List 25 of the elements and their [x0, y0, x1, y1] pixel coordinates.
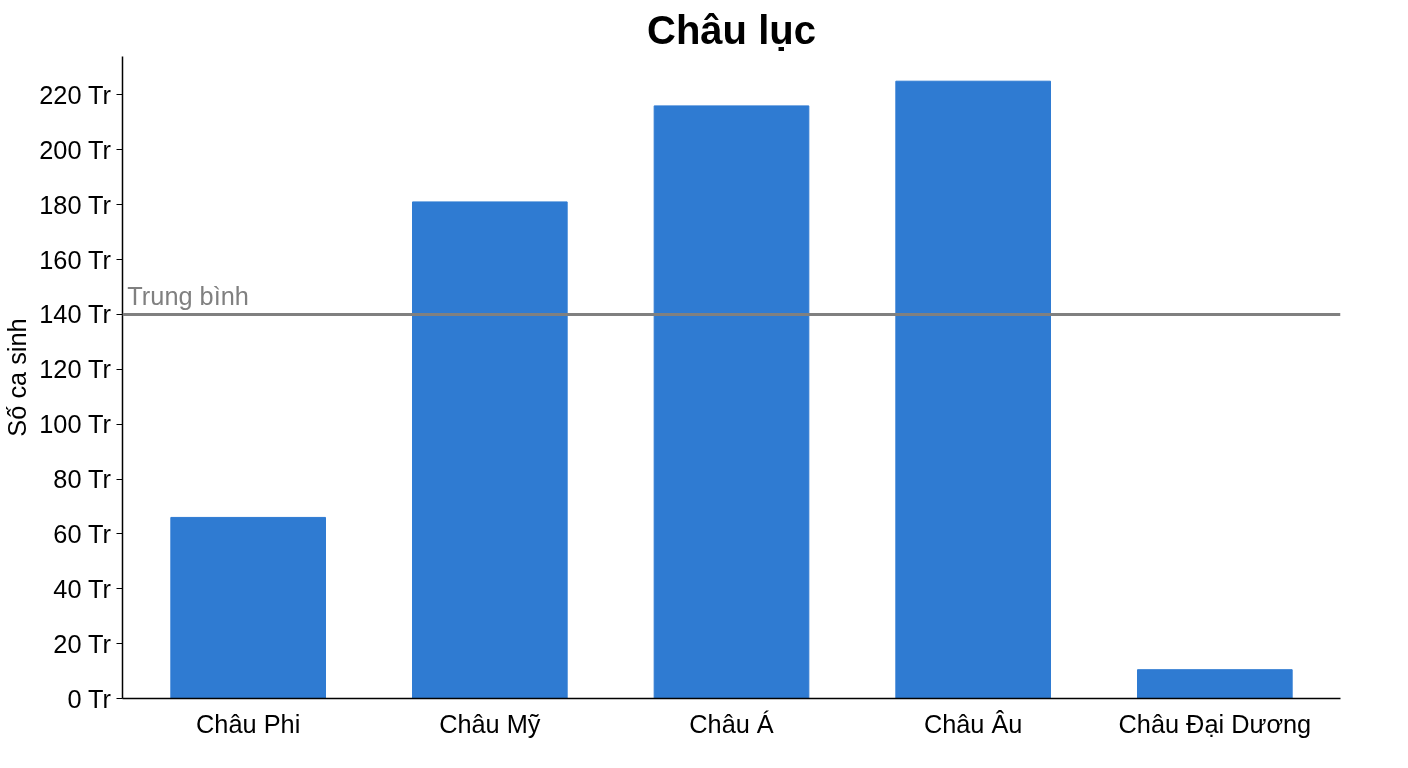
y-tick-label: 160 Tr	[39, 245, 112, 274]
x-tick-label: Châu Phi	[196, 709, 301, 738]
y-tick-label: 20 Tr	[53, 629, 112, 658]
y-tick-label: 140 Tr	[39, 300, 112, 329]
x-tick-label: Châu Đại Dương	[1118, 709, 1312, 738]
bar	[170, 516, 326, 699]
x-tick-label: Châu Á	[689, 709, 774, 738]
y-tick-label: 100 Tr	[39, 410, 112, 439]
y-tick-label: 80 Tr	[53, 465, 112, 494]
y-tick-label: 60 Tr	[53, 519, 112, 548]
y-axis-title: Số ca sinh	[3, 318, 32, 437]
y-tick-label: 120 Tr	[39, 355, 112, 384]
y-tick-label: 200 Tr	[39, 135, 112, 164]
bar	[412, 201, 568, 699]
y-tick-label: 220 Tr	[39, 80, 112, 109]
bar	[895, 80, 1051, 699]
x-tick-label: Châu Âu	[923, 709, 1023, 738]
ref-line-label: Trung bình	[127, 282, 249, 311]
bar	[1137, 669, 1293, 699]
x-tick-label: Châu Mỹ	[439, 709, 541, 738]
y-tick-label: 40 Tr	[53, 574, 112, 603]
bar	[653, 105, 810, 699]
y-tick-label: 180 Tr	[39, 190, 112, 219]
y-tick-label: 0 Tr	[67, 684, 112, 713]
chart-title: Châu lục	[647, 7, 816, 52]
